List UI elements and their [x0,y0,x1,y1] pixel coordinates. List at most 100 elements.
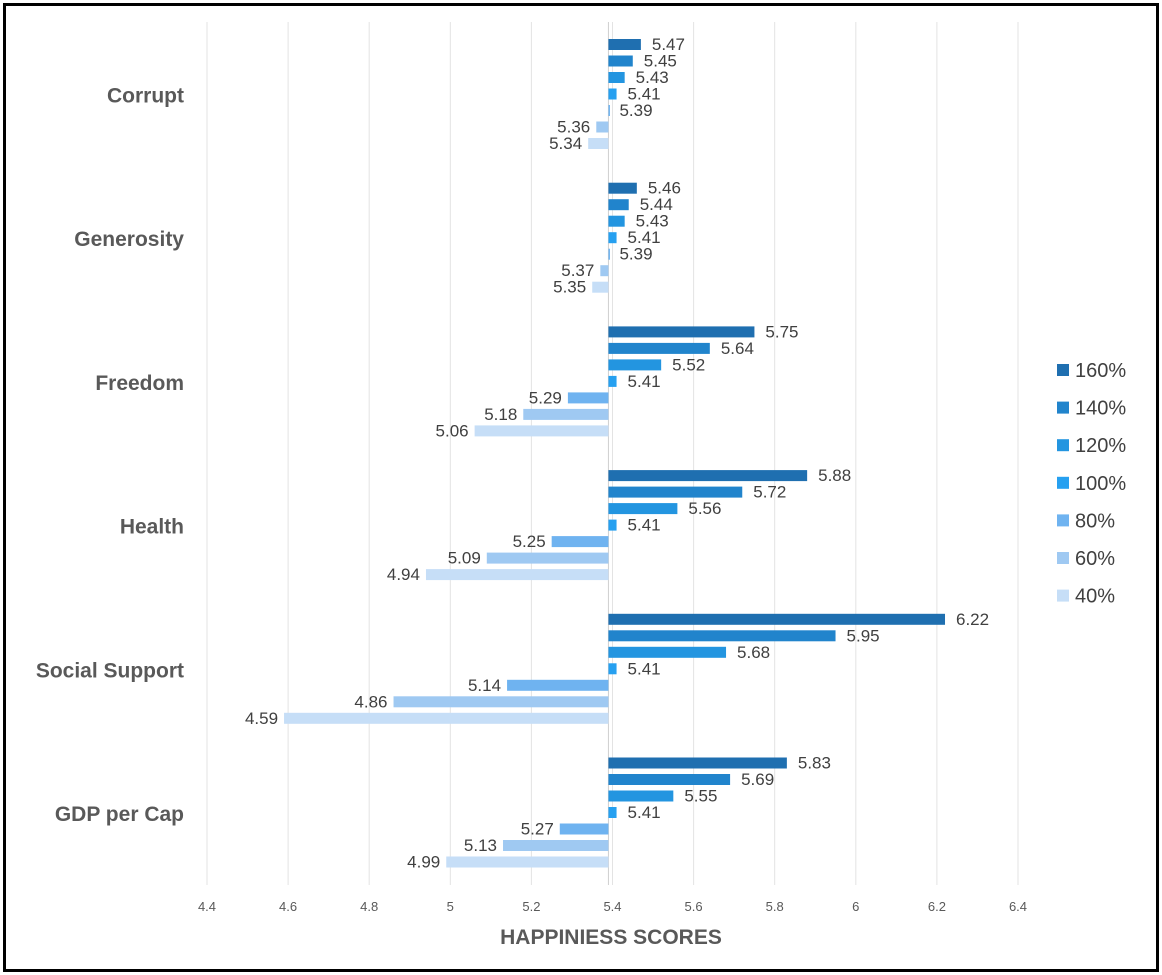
data-label: 5.39 [619,101,652,120]
bar [608,232,617,244]
data-label: 5.75 [765,322,798,341]
data-label: 5.52 [672,355,705,374]
data-label: 5.37 [561,261,594,280]
bar [592,281,609,293]
data-label: 5.47 [652,35,685,54]
bar [608,199,629,211]
legend-label: 80% [1075,510,1115,532]
x-tick-label: 5.4 [603,899,621,914]
data-label: 5.64 [721,339,754,358]
legend-label: 60% [1075,548,1115,570]
bar [284,712,609,724]
bar [608,88,617,100]
data-label: 5.56 [688,499,721,518]
bar [600,265,609,277]
bar [474,425,609,437]
data-label: 5.44 [640,195,673,214]
bar [608,630,836,642]
data-label: 5.45 [644,52,677,71]
chart-frame [3,3,1159,972]
data-label: 5.55 [684,787,717,806]
bar [486,552,609,564]
data-label: 5.72 [753,483,786,502]
data-label: 5.14 [468,676,501,695]
data-label: 6.22 [956,610,989,629]
bar [608,663,617,675]
data-label: 5.88 [818,466,851,485]
legend: 160% 140% 120% 100% 80% 60% 40% [1057,360,1126,608]
x-tick-label: 5 [447,899,454,914]
data-label: 5.35 [553,278,586,297]
bar [559,823,609,835]
bar [608,72,625,83]
data-label: 5.43 [636,68,669,87]
data-label: 5.36 [557,118,590,137]
legend-swatch [1057,589,1069,602]
data-label: 5.83 [798,754,831,773]
legend-swatch [1057,401,1069,414]
bar [608,519,617,531]
x-tick-label: 5.6 [685,899,703,914]
legend-swatch [1057,514,1069,527]
x-tick-label: 5.2 [522,899,540,914]
x-tick-label: 6.4 [1009,899,1027,914]
bar [608,215,625,227]
data-label: 5.95 [847,626,880,645]
bar [608,757,787,769]
data-label: 5.13 [464,836,497,855]
bar [523,408,609,420]
bar [608,470,808,482]
data-label: 5.18 [484,405,517,424]
bar [551,536,609,548]
x-tick-label: 4.8 [360,899,378,914]
data-label: 5.69 [741,770,774,789]
data-label: 5.39 [619,245,652,264]
data-labels: 5.475.455.435.415.395.365.345.465.445.43… [245,35,989,872]
legend-swatch [1057,439,1069,452]
bar [425,569,609,581]
x-tick-label: 6 [852,899,859,914]
data-label: 5.09 [448,549,481,568]
category-labels: Corrupt Generosity Freedom Health Social Sup… [36,85,184,827]
bar [608,39,641,50]
gridlines [206,22,1019,885]
bar [608,486,743,498]
bar [608,646,727,658]
bar [608,503,678,515]
data-label: 5.41 [628,803,661,822]
category-label: Social Support [36,659,184,682]
data-label: 5.29 [529,388,562,407]
bar [503,840,609,851]
data-label: 5.41 [628,228,661,247]
bar [608,248,610,260]
legend-label: 120% [1075,435,1126,457]
bar [608,326,755,338]
category-label: GDP per Cap [55,803,184,826]
x-tick-label: 4.6 [279,899,297,914]
legend-swatch [1057,552,1069,564]
bar [608,375,617,387]
x-tick-label: 5.8 [766,899,784,914]
bars [284,39,946,868]
category-label: Generosity [74,228,184,251]
bar [507,679,609,691]
x-tick-labels: 4.4 4.6 4.8 5 5.2 5.4 5.6 5.8 6 6.2 6.4 [198,899,1027,914]
x-tick-label: 4.4 [198,899,216,914]
bar [588,138,609,149]
data-label: 4.59 [245,709,278,728]
data-label: 4.94 [387,565,420,584]
data-label: 5.41 [628,516,661,535]
bar [567,392,609,404]
category-label: Health [120,516,184,539]
legend-swatch [1057,476,1069,489]
data-label: 5.46 [648,179,681,198]
category-label: Freedom [95,372,184,395]
bar [608,774,731,785]
bar [446,856,609,868]
category-label: Corrupt [107,85,184,108]
bar [608,613,946,625]
legend-label: 160% [1075,360,1126,382]
data-label: 5.25 [513,532,546,551]
data-label: 5.34 [549,134,582,153]
